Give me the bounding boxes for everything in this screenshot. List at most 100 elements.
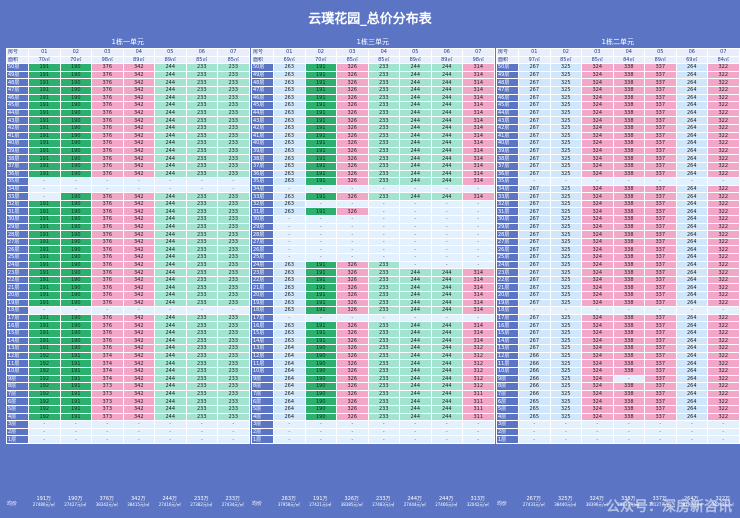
- price-cell: 314: [462, 161, 495, 171]
- price-cell: 373: [91, 397, 124, 406]
- floor-label: 25层: [496, 253, 519, 262]
- price-cell: -: [399, 222, 432, 232]
- price-cell: 244: [154, 404, 187, 414]
- price-cell: 342: [122, 131, 155, 141]
- table-row: 12层 264 190 326 233 244 244 312: [251, 351, 495, 361]
- price-cell: 266: [518, 382, 551, 391]
- price-cell: 326: [336, 131, 369, 141]
- price-cell: 264: [675, 116, 708, 125]
- price-cell: 263: [273, 321, 306, 330]
- price-cell: 337: [644, 389, 677, 399]
- price-cell: -: [399, 427, 432, 437]
- price-cell: 191: [304, 283, 337, 292]
- price-cell: 263: [273, 283, 306, 292]
- price-cell: 244: [399, 146, 432, 156]
- price-cell: 233: [367, 85, 400, 95]
- price-table: 房号 01 02 03 04 05 06 07 面积 97㎡ 85㎡ 85㎡ 84㎡ 89㎡ 69㎡ 84㎡ 5…: [496, 48, 740, 444]
- price-cell: 322: [707, 70, 740, 80]
- price-cell: 244: [430, 389, 463, 399]
- price-cell: -: [185, 435, 218, 444]
- price-cell: 376: [91, 275, 124, 285]
- price-cell: 325: [549, 344, 582, 353]
- price-cell: 267: [518, 108, 551, 118]
- floor-label: 24层: [251, 260, 274, 270]
- price-cell: -: [462, 237, 495, 247]
- price-cell: -: [399, 245, 432, 255]
- floor-label: 5层: [6, 404, 29, 414]
- price-cell: 314: [462, 123, 495, 133]
- price-cell: 233: [217, 108, 250, 118]
- unit-area: 98㎡: [462, 55, 495, 65]
- price-cell: 233: [217, 298, 250, 308]
- price-cell: 191: [28, 268, 61, 277]
- price-cell: 325: [549, 108, 582, 118]
- price-cell: 376: [91, 101, 124, 110]
- unit-area: 69㎡: [273, 55, 306, 65]
- watermark: 公众号：深房新咨讯: [606, 499, 732, 515]
- footer-column: 337万 38127元/㎡: [644, 496, 676, 508]
- table-row: 44层 191 190 376 342 244 233 233: [6, 108, 250, 118]
- price-cell: 233: [367, 275, 400, 285]
- table-row: 45层 267 325 324 338 337 264 322: [496, 101, 740, 110]
- price-cell: -: [304, 313, 337, 323]
- floor-label: 12层: [251, 351, 274, 361]
- price-cell: 322: [707, 154, 740, 163]
- price-cell: -: [462, 253, 495, 262]
- price-cell: 338: [612, 245, 645, 255]
- floor-label: 41层: [496, 131, 519, 141]
- price-cell: 190: [59, 268, 92, 277]
- table-row: 41层 263 191 326 233 244 244 314: [251, 131, 495, 141]
- price-cell: 324: [581, 328, 614, 338]
- table-row: 39层 263 191 326 233 244 244 314: [251, 146, 495, 156]
- price-cell: 191: [28, 344, 61, 353]
- price-cell: 376: [91, 108, 124, 118]
- price-cell: 244: [154, 154, 187, 163]
- price-cell: 325: [549, 275, 582, 285]
- price-cell: 263: [273, 268, 306, 277]
- price-cell: 314: [462, 177, 495, 186]
- price-cell: 191: [304, 161, 337, 171]
- price-cell: 324: [581, 131, 614, 141]
- floor-label: 40层: [496, 139, 519, 148]
- price-cell: 267: [518, 237, 551, 247]
- price-cell: 244: [430, 298, 463, 308]
- price-cell: -: [91, 306, 124, 315]
- price-cell: 244: [430, 146, 463, 156]
- price-cell: 264: [675, 321, 708, 330]
- avg-price: 27421元/㎡: [309, 502, 332, 507]
- unit-number: 04: [367, 48, 400, 57]
- table-row: 29层 191 190 376 342 244 233 233: [6, 222, 250, 232]
- price-cell: 244: [399, 283, 432, 292]
- floor-label: 7层: [496, 389, 519, 399]
- price-cell: 325: [549, 184, 582, 194]
- price-cell: 337: [644, 351, 677, 361]
- footer-column: 244万 27466元/㎡: [431, 496, 463, 508]
- unit-area: 89㎡: [122, 55, 155, 65]
- price-cell: 244: [430, 93, 463, 103]
- unit-area: 85㎡: [217, 55, 250, 65]
- avg-price: 27427元/㎡: [64, 502, 87, 507]
- table-row: 19层 191 190 376 342 244 233 233: [6, 298, 250, 308]
- price-cell: 325: [549, 389, 582, 399]
- floor-label: 15层: [251, 328, 274, 338]
- price-cell: -: [154, 306, 187, 315]
- price-cell: 191: [28, 131, 61, 141]
- price-cell: 324: [581, 63, 614, 72]
- price-cell: 322: [707, 146, 740, 156]
- price-cell: 190: [59, 199, 92, 209]
- floor-label: 39层: [6, 146, 29, 156]
- price-cell: 191: [304, 70, 337, 80]
- avg-price: 27483元/㎡: [372, 502, 395, 507]
- footer-column: 244万 27444元/㎡: [399, 496, 431, 508]
- price-cell: 325: [549, 192, 582, 201]
- footer-column: 233万 27483元/㎡: [368, 496, 400, 508]
- price-cell: 191: [304, 78, 337, 87]
- price-cell: 190: [59, 207, 92, 217]
- price-cell: 326: [336, 85, 369, 95]
- price-cell: -: [28, 306, 61, 315]
- price-cell: 233: [185, 291, 218, 300]
- price-cell: 233: [217, 382, 250, 391]
- price-cell: 244: [430, 70, 463, 80]
- price-cell: 244: [430, 108, 463, 118]
- price-cell: 338: [612, 359, 645, 368]
